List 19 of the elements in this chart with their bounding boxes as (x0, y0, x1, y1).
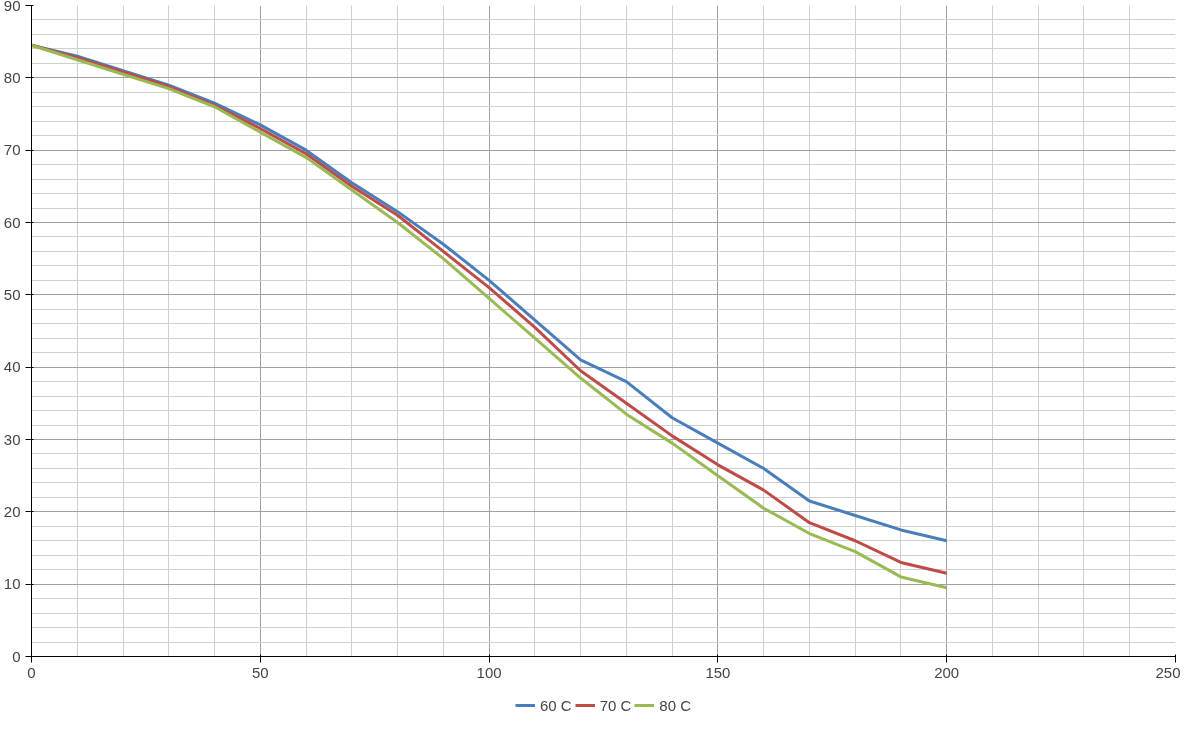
y-tick-label: 40 (3, 358, 21, 376)
y-tick-label: 70 (3, 141, 21, 159)
x-tick-label: 200 (934, 663, 960, 681)
y-tick-label: 50 (3, 285, 21, 303)
x-tick-label: 150 (705, 663, 731, 681)
y-tick-label: 30 (3, 430, 21, 448)
legend-label: 60 C (539, 696, 572, 714)
y-tick-label: 0 (12, 647, 21, 665)
y-tick-label: 80 (3, 68, 21, 86)
x-tick-label: 50 (251, 663, 269, 681)
y-tick-label: 60 (3, 213, 21, 231)
x-tick-label: 0 (27, 663, 36, 681)
legend-label: 80 C (659, 696, 692, 714)
legend-label: 70 C (599, 696, 632, 714)
y-tick-label: 90 (3, 0, 21, 14)
y-tick-label: 10 (3, 575, 21, 593)
x-tick-label: 100 (476, 663, 502, 681)
x-tick-label: 250 (1155, 663, 1181, 681)
y-tick-label: 20 (3, 502, 21, 520)
